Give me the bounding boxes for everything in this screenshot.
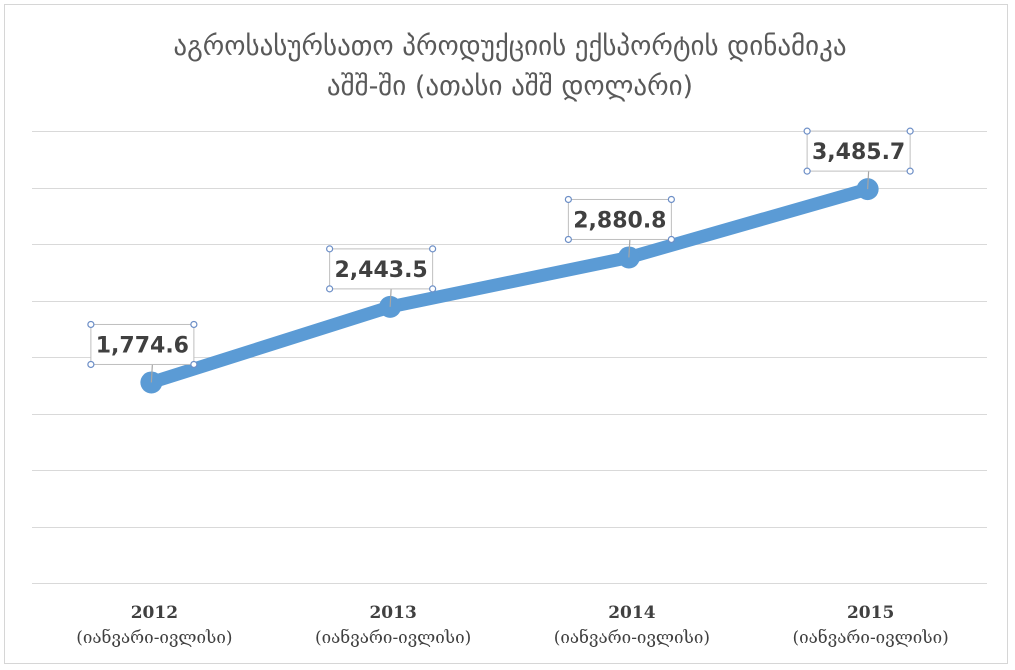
chart-title: აგროსასურსათო პროდუქციის ექსპორტის დინამ… <box>173 31 846 62</box>
selection-handle <box>667 195 675 204</box>
selection-handle <box>429 245 437 253</box>
chart-frame <box>4 4 1008 664</box>
data-label: 3,485.7 <box>812 140 905 165</box>
x-tick-label: 2014 <box>608 603 655 623</box>
data-label: 1,774.6 <box>96 333 189 358</box>
x-tick-sublabel: (იანვარი-ივლისი) <box>76 628 232 648</box>
chart-subtitle: აშშ-ში (ათასი აშშ დოლარი) <box>327 71 693 102</box>
x-tick-sublabel: (იანვარი-ივლისი) <box>315 628 471 648</box>
selection-handle <box>190 360 198 369</box>
x-tick-label: 2013 <box>369 603 416 623</box>
selection-handle <box>326 245 334 253</box>
data-label: 2,880.8 <box>573 208 666 233</box>
selection-handle <box>564 235 572 244</box>
selection-handle <box>564 195 572 204</box>
selection-handle <box>906 127 914 135</box>
selection-handle <box>87 320 95 329</box>
selection-handle <box>803 127 811 135</box>
selection-handle <box>429 285 437 293</box>
leader-line <box>389 288 392 307</box>
x-axis: 2012 (იანვარი-ივლისი) 2013 (იანვარი-ივლისი)… <box>76 603 949 648</box>
series-line <box>144 182 875 389</box>
selection-handle <box>667 235 675 244</box>
selection-handle <box>190 320 198 329</box>
x-tick-label: 2012 <box>131 603 178 623</box>
data-label-box <box>567 198 672 240</box>
leader-line <box>867 171 870 190</box>
selection-handle <box>803 167 811 175</box>
leader-line <box>628 239 631 258</box>
data-label-box <box>90 323 195 365</box>
data-label-box <box>806 130 911 172</box>
data-labels: 1,774.6 2,443.5 2,880.8 3,485.7 <box>87 127 914 383</box>
data-label: 2,443.5 <box>334 258 427 283</box>
selection-handle <box>87 360 95 369</box>
x-tick-sublabel: (იანვარი-ივლისი) <box>792 628 948 648</box>
leader-line <box>150 364 153 383</box>
series-group <box>140 178 879 394</box>
x-tick-sublabel: (იანვარი-ივლისი) <box>554 628 710 648</box>
data-label-box <box>329 248 434 290</box>
selection-handle <box>906 167 914 175</box>
x-tick-label: 2015 <box>847 603 894 623</box>
selection-handle <box>326 285 334 293</box>
